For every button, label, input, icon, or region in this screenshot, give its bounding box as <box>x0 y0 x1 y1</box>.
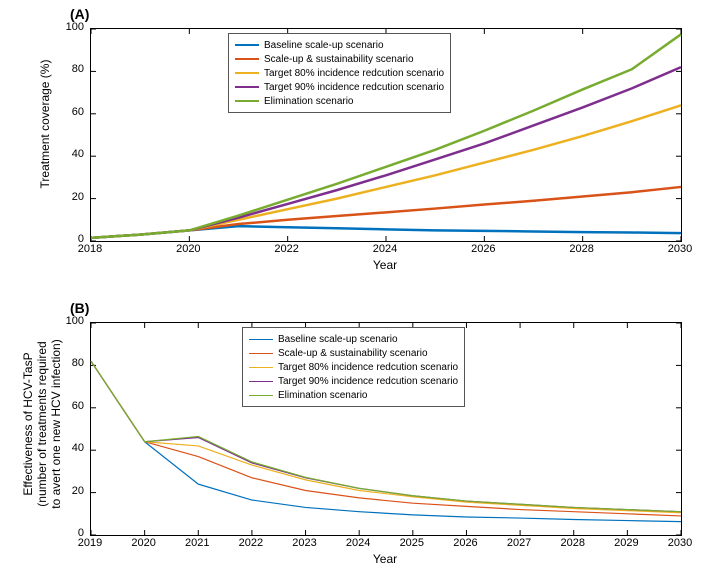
legend-item: Target 90% incidence redcution scenario <box>235 80 444 94</box>
legend-item: Target 90% incidence redcution scenario <box>249 374 458 388</box>
legend-swatch <box>249 381 273 382</box>
xtick-label: 2026 <box>445 537 485 549</box>
legend-swatch <box>235 58 259 60</box>
panel-a-ylabel: Treatment coverage (%) <box>38 18 52 230</box>
ytick-label: 60 <box>52 106 84 118</box>
legend-item: Scale-up & sustainability scenario <box>249 346 458 360</box>
xtick-label: 2029 <box>606 537 646 549</box>
ytick-label: 20 <box>52 485 84 497</box>
ytick-label: 0 <box>52 527 84 539</box>
legend-item: Elimination scenario <box>249 388 458 402</box>
xtick-label: 2020 <box>124 537 164 549</box>
legend-item: Elimination scenario <box>235 94 444 108</box>
xtick-label: 2030 <box>660 243 700 255</box>
panel-b-legend: Baseline scale-up scenario Scale-up & sus… <box>242 327 465 407</box>
legend-label: Target 90% incidence redcution scenario <box>264 82 444 93</box>
legend-item: Target 80% incidence redcution scenario <box>249 360 458 374</box>
legend-swatch <box>235 86 259 88</box>
ytick-label: 0 <box>52 233 84 245</box>
figure: (A) Treatment coverage (%) Year Baseline… <box>0 0 708 572</box>
xtick-label: 2025 <box>392 537 432 549</box>
legend-swatch <box>235 44 259 46</box>
xtick-label: 2022 <box>267 243 307 255</box>
legend-swatch <box>235 100 259 102</box>
ytick-label: 100 <box>52 21 84 33</box>
legend-swatch <box>249 395 273 396</box>
legend-label: Target 80% incidence redcution scenario <box>264 68 444 79</box>
legend-item: Target 80% incidence redcution scenario <box>235 66 444 80</box>
legend-label: Elimination scenario <box>278 390 368 401</box>
xtick-label: 2028 <box>553 537 593 549</box>
legend-item: Baseline scale-up scenario <box>235 38 444 52</box>
panel-a-label: (A) <box>70 6 89 22</box>
legend-swatch <box>249 353 273 354</box>
legend-label: Target 90% incidence redcution scenario <box>278 376 458 387</box>
ytick-label: 100 <box>52 315 84 327</box>
xtick-label: 2020 <box>168 243 208 255</box>
xtick-label: 2024 <box>338 537 378 549</box>
xtick-label: 2021 <box>177 537 217 549</box>
legend-item: Baseline scale-up scenario <box>249 332 458 346</box>
panel-a-legend: Baseline scale-up scenario Scale-up & sus… <box>228 33 451 113</box>
xtick-label: 2022 <box>231 537 271 549</box>
panel-b-ylabel: Effectiveness of HCV-TasP(number of trea… <box>22 318 63 530</box>
legend-label: Scale-up & sustainability scenario <box>278 348 428 359</box>
legend-label: Scale-up & sustainability scenario <box>264 54 414 65</box>
legend-item: Scale-up & sustainability scenario <box>235 52 444 66</box>
xtick-label: 2023 <box>285 537 325 549</box>
legend-label: Baseline scale-up scenario <box>264 40 384 51</box>
legend-swatch <box>249 367 273 368</box>
xtick-label: 2024 <box>365 243 405 255</box>
xtick-label: 2026 <box>463 243 503 255</box>
series-target-80 <box>91 105 681 238</box>
panel-b-xlabel: Year <box>90 552 680 566</box>
panel-a-xlabel: Year <box>90 258 680 272</box>
ytick-label: 40 <box>52 442 84 454</box>
legend-label: Baseline scale-up scenario <box>278 334 398 345</box>
legend-swatch <box>249 339 273 340</box>
ytick-label: 40 <box>52 148 84 160</box>
xtick-label: 2030 <box>660 537 700 549</box>
xtick-label: 2027 <box>499 537 539 549</box>
xtick-label: 2028 <box>562 243 602 255</box>
legend-label: Elimination scenario <box>264 96 354 107</box>
legend-label: Target 80% incidence redcution scenario <box>278 362 458 373</box>
ytick-label: 80 <box>52 357 84 369</box>
legend-swatch <box>235 72 259 74</box>
panel-b-label: (B) <box>70 300 89 316</box>
ytick-label: 20 <box>52 191 84 203</box>
ytick-label: 60 <box>52 400 84 412</box>
ytick-label: 80 <box>52 63 84 75</box>
